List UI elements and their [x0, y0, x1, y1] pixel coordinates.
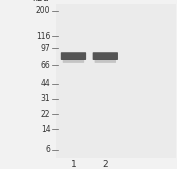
FancyBboxPatch shape: [63, 60, 84, 63]
Text: 6: 6: [45, 145, 50, 154]
Text: 66: 66: [41, 61, 50, 70]
Text: 31: 31: [41, 94, 50, 103]
Text: 22: 22: [41, 110, 50, 119]
Text: kDa: kDa: [32, 0, 49, 3]
Bar: [56, 4, 176, 158]
Text: 2: 2: [102, 160, 108, 169]
Text: 200: 200: [36, 6, 50, 16]
FancyBboxPatch shape: [95, 60, 116, 63]
FancyBboxPatch shape: [93, 52, 118, 60]
Text: 97: 97: [41, 44, 50, 53]
Text: 1: 1: [71, 160, 76, 169]
FancyBboxPatch shape: [61, 52, 86, 60]
Text: 44: 44: [41, 79, 50, 88]
Text: 116: 116: [36, 32, 50, 41]
Text: 14: 14: [41, 125, 50, 134]
